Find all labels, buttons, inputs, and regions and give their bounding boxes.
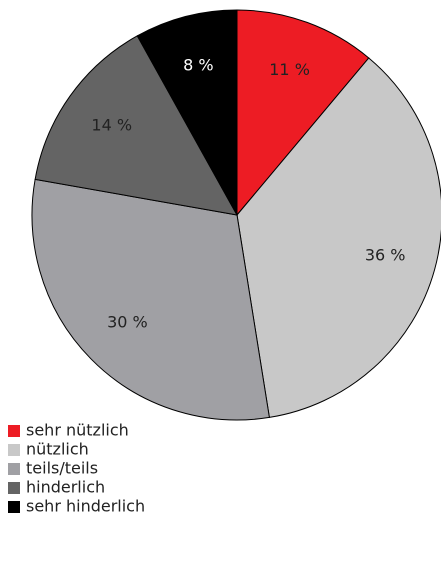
- legend-swatch: [8, 425, 20, 437]
- slice-label: 11 %: [269, 60, 310, 79]
- slice-label: 14 %: [91, 115, 132, 134]
- slice: [31, 178, 270, 421]
- legend: sehr nützlichnützlichteils/teilshinderli…: [8, 421, 145, 516]
- slice: [136, 9, 238, 217]
- slice-label: 8 %: [183, 56, 213, 75]
- slice: [34, 35, 238, 216]
- legend-swatch: [8, 501, 20, 513]
- slice-label: 30 %: [107, 312, 148, 331]
- legend-swatch: [8, 482, 20, 494]
- pie: 11 % 36 % 30 % 14 % 8 %: [31, 9, 441, 421]
- legend-label: nützlich: [26, 440, 89, 459]
- slice: [236, 9, 370, 217]
- legend-label: hinderlich: [26, 478, 105, 497]
- legend-label: teils/teils: [26, 459, 98, 478]
- slice: [236, 57, 441, 418]
- legend-label: sehr nützlich: [26, 421, 129, 440]
- slice-label: 36 %: [365, 245, 406, 264]
- legend-swatch: [8, 444, 20, 456]
- legend-label: sehr hinderlich: [26, 497, 145, 516]
- legend-swatch: [8, 463, 20, 475]
